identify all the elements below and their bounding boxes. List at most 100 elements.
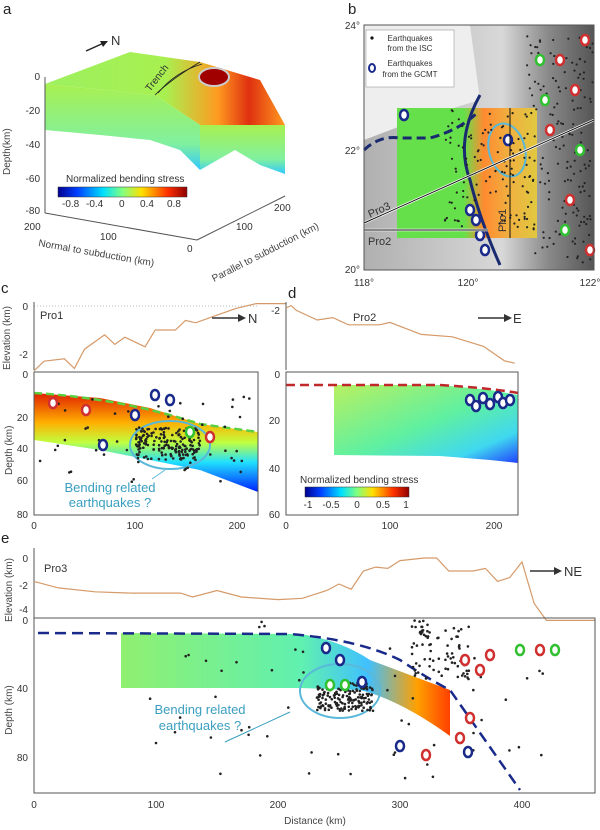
- earthquake-dot: [462, 181, 465, 184]
- earthquake-dot: [456, 664, 460, 668]
- earthquake-dot: [479, 158, 482, 162]
- earthquake-dot: [367, 698, 371, 701]
- focal-mechanism: [184, 425, 196, 439]
- earthquake-dot: [368, 709, 372, 712]
- earthquake-dot: [572, 211, 575, 214]
- earthquake-dot: [197, 433, 201, 436]
- earthquake-dot: [567, 37, 570, 40]
- earthquake-dot: [330, 706, 333, 709]
- earthquake-dot: [450, 661, 454, 664]
- earthquake-dot: [566, 166, 569, 170]
- earthquake-dot: [160, 446, 164, 450]
- earthquake-dot: [102, 453, 106, 456]
- earthquake-dot: [324, 698, 328, 701]
- earthquake-dot: [554, 230, 557, 233]
- earthquake-dot: [584, 167, 587, 170]
- block-side-face: [200, 125, 285, 174]
- earthquake-dot: [511, 152, 515, 155]
- earthquake-dot: [457, 118, 460, 121]
- earthquake-dot: [462, 195, 465, 198]
- earthquake-dot: [528, 156, 531, 159]
- earthquake-dot: [138, 450, 141, 454]
- earthquake-dot: [525, 190, 529, 193]
- focal-mechanism: [559, 223, 571, 237]
- earthquake-dot: [589, 97, 592, 100]
- earthquake-dot: [415, 644, 419, 647]
- earthquake-dot: [349, 698, 353, 701]
- svg-text:300: 300: [392, 800, 409, 811]
- focal-mechanism: [584, 243, 596, 257]
- earthquake-dot: [142, 456, 146, 459]
- earthquake-dot: [414, 662, 418, 665]
- trench-line-map: [462, 94, 502, 266]
- earthquake-dot: [530, 201, 533, 204]
- map-frame: [363, 24, 595, 271]
- earthquake-dot: [165, 443, 168, 447]
- svg-text:24°: 24°: [345, 21, 360, 32]
- earthquake-dot: [362, 700, 366, 703]
- earthquake-dot: [500, 213, 503, 216]
- earthquake-dot: [231, 398, 235, 401]
- earthquake-dot: [583, 182, 586, 185]
- earthquake-dot: [505, 185, 508, 188]
- earthquake-dot: [53, 448, 57, 452]
- earthquake-dot: [160, 440, 163, 443]
- earthquake-dot: [319, 705, 323, 708]
- earthquake-dot: [460, 225, 463, 228]
- earthquake-dot: [371, 709, 375, 713]
- earthquake-dot: [583, 221, 586, 224]
- earthquake-dot: [446, 644, 449, 647]
- earthquake-dot: [526, 205, 530, 208]
- earthquake-dot: [348, 692, 351, 696]
- earthquake-dot: [498, 222, 501, 225]
- earthquake-dot: [518, 218, 521, 221]
- earthquake-dot: [539, 88, 542, 91]
- earthquake-dot: [552, 242, 555, 245]
- earthquake-dot: [354, 707, 358, 711]
- earthquake-dot: [351, 682, 354, 685]
- panel-label-c: c: [1, 280, 9, 297]
- earthquake-dot: [455, 191, 458, 194]
- earthquake-dot: [186, 466, 189, 470]
- profile-name-e: Pro3: [44, 563, 67, 575]
- svg-text:0: 0: [283, 521, 289, 532]
- earthquake-dot: [450, 637, 453, 641]
- earthquake-dot: [142, 446, 145, 450]
- earthquake-dot: [576, 107, 579, 110]
- earthquake-dot: [182, 429, 186, 433]
- earthquake-dot: [444, 667, 447, 670]
- earthquake-dot: [466, 645, 470, 648]
- earthquake-dot: [511, 112, 514, 115]
- earthquake-dot: [333, 700, 337, 704]
- earthquake-dot: [323, 690, 326, 694]
- earthquake-dot: [330, 698, 334, 701]
- earthquake-dot: [219, 479, 222, 483]
- earthquake-dot: [585, 223, 588, 226]
- cluster-ellipse-map: [487, 122, 527, 178]
- x-axis-label-e: Distance (km): [284, 816, 346, 827]
- earthquake-dot: [532, 227, 535, 230]
- earthquake-dot: [400, 719, 403, 722]
- earthquake-dot: [572, 123, 575, 126]
- x-ticks-c: 0 100 200: [31, 521, 246, 532]
- earthquake-dot: [582, 240, 585, 243]
- slab-e: [121, 633, 450, 736]
- earthquake-dot: [583, 96, 586, 99]
- svg-text:0: 0: [119, 199, 125, 210]
- earthquake-dot: [179, 401, 182, 405]
- earthquake-dot: [181, 448, 184, 452]
- earthquake-dot: [539, 163, 542, 166]
- earthquake-dot: [94, 448, 98, 452]
- svg-text:0.8: 0.8: [167, 199, 181, 210]
- earthquake-dot: [586, 149, 589, 152]
- earthquake-dot: [327, 708, 331, 712]
- earthquake-dot: [388, 647, 392, 650]
- earthquake-dot: [578, 73, 582, 76]
- svg-text:-20: -20: [26, 106, 41, 117]
- earthquake-dot: [579, 58, 582, 61]
- svg-text:-2: -2: [19, 350, 28, 361]
- earthquake-dot: [583, 189, 586, 193]
- colorbar-title-d: Normalized bending stress: [300, 475, 418, 486]
- earthquake-dot: [512, 159, 515, 162]
